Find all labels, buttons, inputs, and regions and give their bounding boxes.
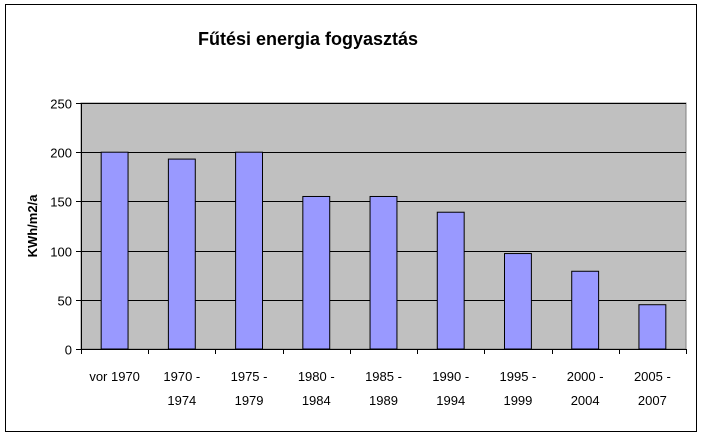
x-tick-label: 1990 -: [432, 369, 469, 384]
x-tick-label: 1994: [436, 393, 465, 408]
chart-title: Fűtési energia fogyasztás: [198, 29, 418, 49]
bar: [100, 151, 129, 350]
bar: [167, 158, 196, 350]
y-axis-label: KWh/m2/a: [25, 194, 40, 258]
plot-area: 0 50 100 150 200 250 vor 1970 1970 - 1974 1975 - 1…: [50, 97, 687, 408]
bar: [235, 151, 264, 350]
x-tick-label: 1980 -: [298, 369, 335, 384]
x-tick-label: 2000 -: [567, 369, 604, 384]
y-tick-label: 200: [50, 146, 72, 161]
bar: [369, 195, 398, 350]
x-tick-label: 1989: [369, 393, 398, 408]
x-tick-label: 1975 -: [231, 369, 268, 384]
y-tick-label: 50: [58, 294, 72, 309]
x-tick-label: 2005 -: [634, 369, 671, 384]
y-tick-label: 0: [65, 343, 72, 358]
x-tick-label: 1995 -: [500, 369, 537, 384]
bar: [504, 253, 532, 350]
y-tick-label: 150: [50, 195, 72, 210]
bar: [638, 304, 667, 350]
x-tick-label: 2007: [638, 393, 667, 408]
bar: [571, 270, 600, 350]
x-tick-label: 1985 -: [365, 369, 402, 384]
x-tick-label: 1984: [302, 393, 331, 408]
x-tick-label: 1974: [167, 393, 196, 408]
x-tick-label: 1979: [235, 393, 264, 408]
y-tick-label: 250: [50, 97, 72, 112]
x-tick-label: 1999: [503, 393, 532, 408]
bar: [436, 211, 465, 350]
bar: [302, 195, 331, 350]
x-tick-label: 1970 -: [163, 369, 200, 384]
x-tick-label: 2004: [571, 393, 600, 408]
x-tick-label: vor 1970: [89, 369, 140, 384]
y-tick-label: 100: [50, 245, 72, 260]
